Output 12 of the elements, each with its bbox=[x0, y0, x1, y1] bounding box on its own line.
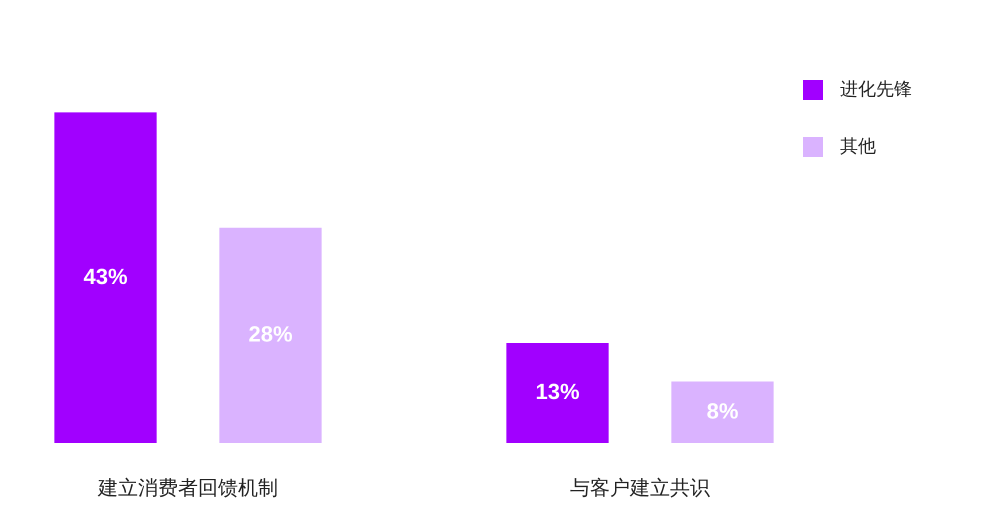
data-label: 43% bbox=[83, 264, 128, 289]
bar bbox=[54, 112, 157, 443]
data-label: 8% bbox=[706, 398, 738, 424]
bar bbox=[506, 343, 609, 443]
legend-label: 进化先锋 bbox=[840, 78, 912, 99]
legend-label: 其他 bbox=[840, 136, 876, 156]
x-tick-label: 建立消费者回馈机制 bbox=[97, 478, 278, 500]
data-label: 28% bbox=[248, 321, 293, 346]
bar bbox=[219, 228, 322, 443]
data-label: 13% bbox=[535, 379, 580, 404]
bar bbox=[671, 381, 774, 443]
x-tick-label: 与客户建立共识 bbox=[570, 478, 710, 500]
